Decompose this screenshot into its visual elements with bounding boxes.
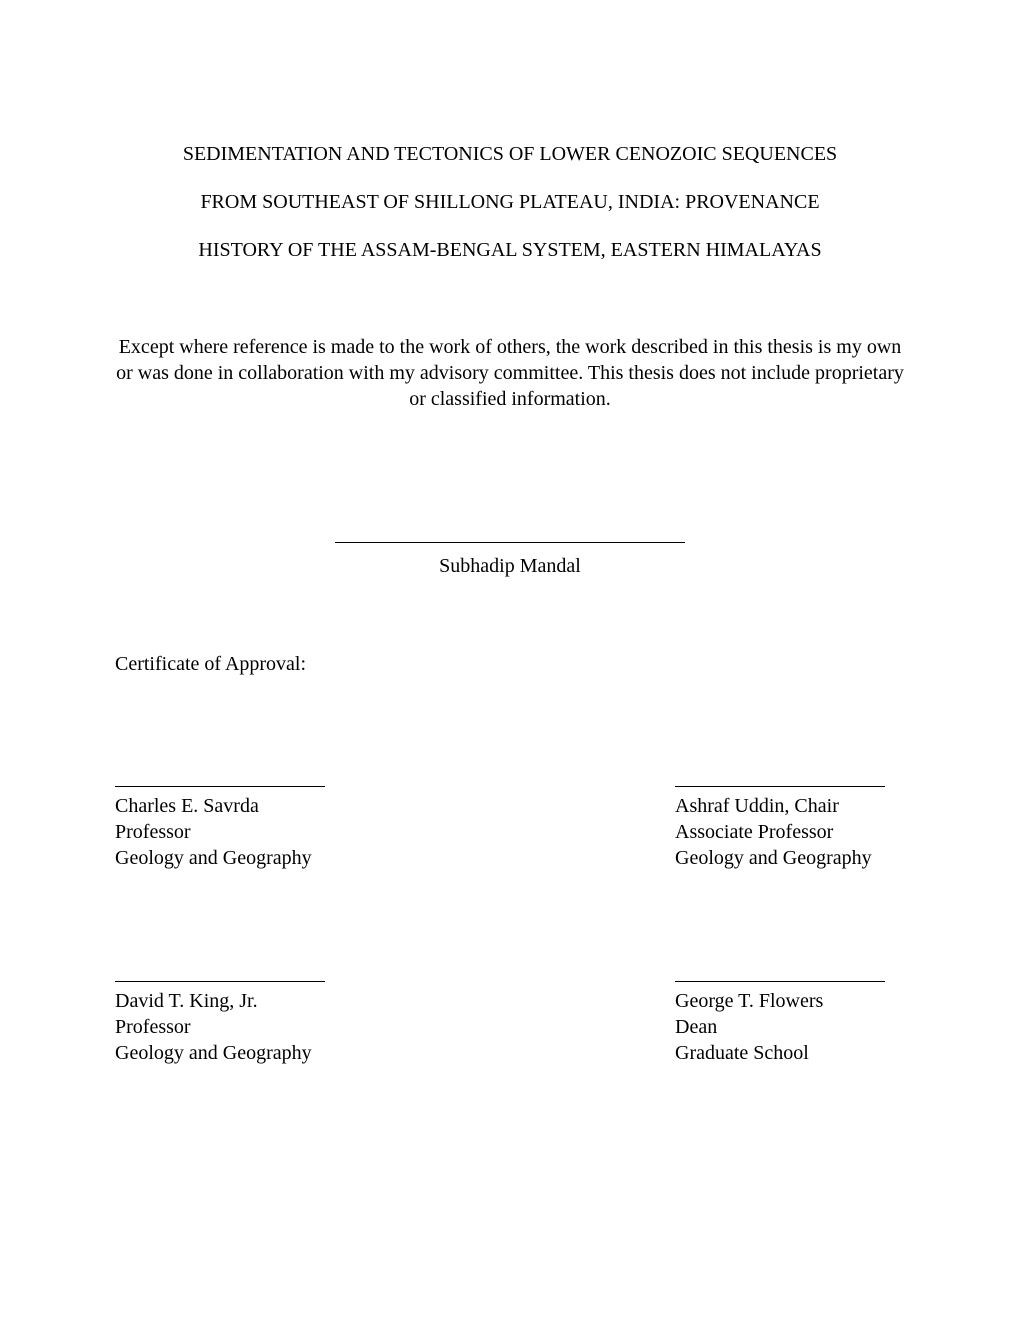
title-block: SEDIMENTATION AND TECTONICS OF LOWER CEN…	[115, 130, 905, 274]
title-line-2: FROM SOUTHEAST OF SHILLONG PLATEAU, INDI…	[115, 178, 905, 226]
member-dept: Geology and Geography	[115, 845, 345, 871]
signature-line	[115, 981, 325, 982]
committee-member-top-left: Charles E. Savrda Professor Geology and …	[115, 786, 345, 871]
committee-member-bottom-right: George T. Flowers Dean Graduate School	[675, 981, 905, 1066]
author-name: Subhadip Mandal	[115, 555, 905, 578]
member-name: Ashraf Uddin, Chair	[675, 793, 905, 819]
signature-line	[675, 786, 885, 787]
author-signature-line	[335, 542, 685, 543]
member-dept: Graduate School	[675, 1040, 905, 1066]
member-name: George T. Flowers	[675, 988, 905, 1014]
member-name: Charles E. Savrda	[115, 793, 345, 819]
member-dept: Geology and Geography	[675, 845, 905, 871]
certificate-label: Certificate of Approval:	[115, 653, 905, 676]
committee-row-1: Charles E. Savrda Professor Geology and …	[115, 786, 905, 871]
author-signature-block: Subhadip Mandal	[115, 532, 905, 578]
member-title: Professor	[115, 1014, 345, 1040]
member-title: Dean	[675, 1014, 905, 1040]
title-line-3: HISTORY OF THE ASSAM-BENGAL SYSTEM, EAST…	[115, 226, 905, 274]
member-dept: Geology and Geography	[115, 1040, 345, 1066]
title-line-1: SEDIMENTATION AND TECTONICS OF LOWER CEN…	[115, 130, 905, 178]
signature-line	[115, 786, 325, 787]
declaration-text: Except where reference is made to the wo…	[115, 334, 905, 412]
member-title: Professor	[115, 819, 345, 845]
member-title: Associate Professor	[675, 819, 905, 845]
member-name: David T. King, Jr.	[115, 988, 345, 1014]
committee-row-2: David T. King, Jr. Professor Geology and…	[115, 981, 905, 1066]
signature-line	[675, 981, 885, 982]
committee-member-top-right: Ashraf Uddin, Chair Associate Professor …	[675, 786, 905, 871]
committee-member-bottom-left: David T. King, Jr. Professor Geology and…	[115, 981, 345, 1066]
